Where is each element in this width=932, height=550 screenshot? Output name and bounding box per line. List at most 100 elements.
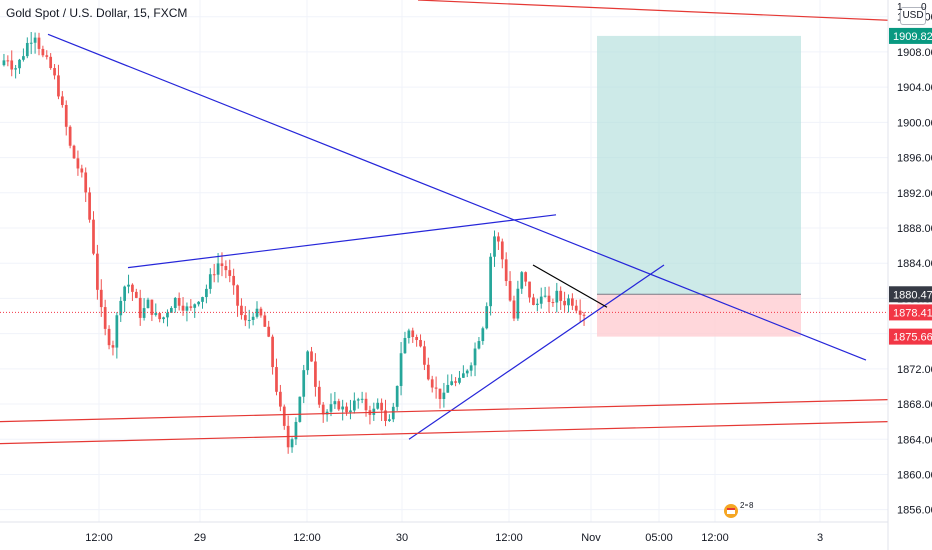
stop-zone (597, 294, 801, 337)
candle-body (524, 272, 528, 282)
candle-body (535, 303, 539, 305)
candle-body (150, 299, 154, 315)
target-zone (597, 35, 801, 295)
candle-body (68, 126, 72, 146)
candle-body (228, 270, 232, 276)
y-tick-label: 1900.00 (897, 117, 932, 129)
candle-body (376, 402, 380, 409)
channel-upper-line (0, 399, 889, 423)
candle-body (555, 290, 559, 303)
candle-body (185, 306, 189, 311)
candle-body (208, 274, 212, 289)
candle-body (220, 263, 224, 267)
candle-body (25, 42, 29, 57)
candle-body (57, 75, 60, 97)
candle-body (189, 306, 193, 308)
candle-body (450, 381, 454, 385)
channel-lower-line (0, 421, 889, 445)
candle-body (84, 172, 88, 193)
x-tick-label: 12:00 (293, 532, 321, 544)
event-flag-icon[interactable]: 2 8 (722, 497, 762, 521)
price-labels: 1909.82 1880.47 1878.41 1875.66 (889, 27, 932, 345)
svg-text:2: 2 (740, 501, 745, 510)
x-tick-label: 29 (194, 532, 206, 544)
candle-body (6, 60, 10, 62)
candle-body (173, 297, 177, 309)
candle-body (243, 315, 247, 321)
drawn-trendlines (0, 0, 889, 445)
candle-body (528, 281, 531, 298)
candle-body (434, 387, 438, 389)
y-tick-label: 1868.00 (897, 399, 932, 411)
candle-body (49, 56, 53, 69)
candle-body (481, 328, 485, 342)
candle-body (352, 400, 356, 411)
candle-body (2, 60, 6, 66)
candle-body (224, 266, 228, 271)
candle-body (430, 379, 434, 388)
rising-resistance-line (127, 214, 557, 269)
x-tick-label: 05:00 (645, 532, 673, 544)
candle-body (321, 404, 325, 415)
candle-body (458, 377, 461, 383)
x-tick-label: 12:00 (495, 532, 523, 544)
candle-body (14, 68, 17, 70)
candle-body (107, 328, 111, 346)
candle-body (578, 310, 582, 315)
candle-body (333, 401, 337, 405)
y-tick-label: 1860.00 (897, 469, 932, 481)
candle-body (574, 305, 578, 311)
candle-body (567, 298, 570, 306)
candle-body (298, 396, 302, 422)
candle-body (271, 336, 274, 368)
wedge-upper-line (532, 264, 608, 308)
candle-body (294, 421, 298, 440)
candle-body (259, 308, 263, 316)
candle-body (380, 402, 383, 411)
candle-body (99, 289, 103, 308)
candle-body (45, 55, 49, 57)
candle-body (119, 300, 123, 316)
candle-body (399, 353, 403, 386)
candle-body (212, 274, 216, 276)
candle-body (96, 253, 99, 290)
candle-body (446, 384, 450, 393)
candlestick-series (2, 31, 586, 454)
candle-body (391, 406, 395, 420)
y-tick-label: 1892.00 (897, 188, 932, 200)
candle-body (500, 241, 504, 260)
scale-corner-right: 0 (921, 2, 927, 13)
candle-body (508, 281, 512, 301)
top-red-line (417, 0, 889, 21)
candle-body (426, 364, 430, 380)
candle-body (201, 297, 204, 302)
candle-body (72, 145, 76, 159)
candle-body (543, 295, 547, 297)
y-tick-label: 1884.00 (897, 258, 932, 270)
candle-body (345, 406, 348, 413)
candle-body (384, 410, 387, 421)
candle-body (41, 48, 45, 56)
candle-body (571, 298, 574, 306)
candle-body (64, 104, 68, 127)
price-label-text: 1880.47 (893, 289, 932, 301)
y-tick-label: 1864.00 (897, 434, 932, 446)
candle-body (131, 284, 134, 292)
candle-body (146, 299, 150, 309)
candle-body (341, 406, 345, 410)
candle-body (247, 319, 251, 321)
candle-body (92, 219, 95, 254)
candle-body (516, 288, 520, 319)
candle-body (551, 302, 555, 304)
candle-body (127, 284, 130, 287)
x-tick-label: Nov (581, 532, 601, 544)
descending-trendline (47, 33, 867, 361)
candle-body (123, 286, 127, 301)
candle-body (360, 398, 364, 400)
currency-button[interactable]: USD (900, 7, 926, 25)
candle-body (240, 305, 243, 316)
chart-title: Gold Spot / U.S. Dollar, 15, FXCM (6, 6, 188, 20)
candle-body (134, 291, 138, 298)
